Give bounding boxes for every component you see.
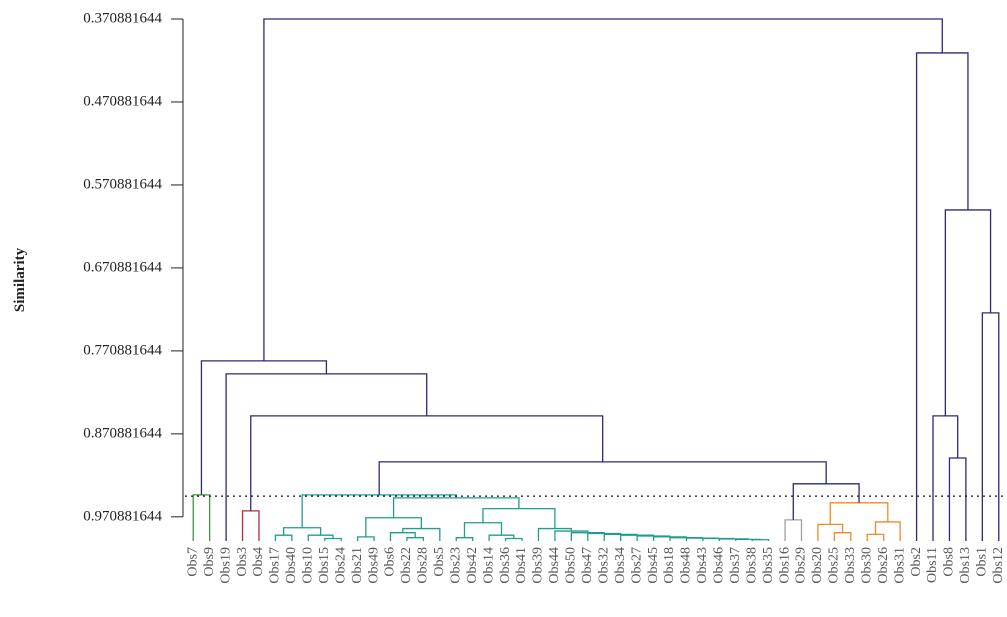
dendrogram-link bbox=[620, 534, 655, 541]
dendrogram-link bbox=[301, 494, 457, 528]
leaf-label: Obs7 bbox=[185, 547, 200, 577]
leaf-label: Obs49 bbox=[366, 547, 381, 584]
dendrogram-link bbox=[944, 209, 992, 416]
dendrogram-link bbox=[792, 483, 860, 520]
y-tick-label: 0.770881644 bbox=[83, 342, 162, 358]
dendrogram-link bbox=[241, 510, 260, 541]
leaf-label: Obs47 bbox=[580, 547, 595, 584]
leaf-label: Obs3 bbox=[235, 547, 250, 577]
dendrogram-link bbox=[392, 497, 520, 518]
dendrogram-link bbox=[324, 537, 342, 541]
leaf-label: Obs4 bbox=[251, 547, 266, 577]
leaf-label: Obs5 bbox=[432, 547, 447, 577]
dendrogram-link bbox=[874, 521, 901, 541]
dendrogram-link bbox=[274, 534, 293, 541]
leaf-label: Obs29 bbox=[794, 547, 809, 584]
dendrogram-link bbox=[263, 18, 943, 361]
dendrogram-link bbox=[463, 522, 503, 538]
leaf-label: Obs25 bbox=[827, 547, 842, 584]
dendrogram-link bbox=[389, 532, 416, 541]
leaf-label: Obs15 bbox=[317, 547, 332, 584]
dendrogram-link bbox=[504, 537, 523, 541]
leaf-label: Obs46 bbox=[712, 547, 727, 584]
leaf-label: Obs37 bbox=[728, 547, 743, 584]
leaf-label: Obs48 bbox=[679, 547, 694, 584]
y-tick-label: 0.670881644 bbox=[83, 259, 162, 275]
leaf-label: Obs42 bbox=[465, 547, 480, 584]
leaf-label: Obs45 bbox=[646, 547, 661, 584]
leaf-label: Obs14 bbox=[481, 547, 496, 584]
y-axis-label: Similarity bbox=[12, 247, 28, 312]
dendrogram-link bbox=[282, 527, 322, 536]
leaf-label: Obs23 bbox=[448, 547, 463, 584]
leaf-label: Obs9 bbox=[202, 547, 217, 577]
dendrogram-link bbox=[915, 52, 969, 541]
leaf-label: Obs33 bbox=[843, 547, 858, 584]
leaf-label: Obs16 bbox=[777, 547, 792, 584]
leaf-label: Obs26 bbox=[876, 547, 891, 584]
dendrogram-link bbox=[702, 537, 735, 541]
leaf-label: Obs31 bbox=[892, 547, 907, 584]
y-tick-label: 0.970881644 bbox=[83, 508, 162, 524]
leaf-label: Obs36 bbox=[498, 547, 513, 584]
dendrogram-link bbox=[829, 502, 889, 525]
leaf-label: Obs50 bbox=[564, 547, 579, 584]
dendrogram-link bbox=[225, 373, 428, 541]
leaf-label: Obs20 bbox=[810, 547, 825, 584]
leaf-label: Obs34 bbox=[613, 547, 628, 584]
leaf-label: Obs2 bbox=[909, 547, 924, 577]
leaf-label: Obs44 bbox=[547, 547, 562, 584]
dendrogram-link bbox=[636, 535, 671, 541]
dendrogram-link bbox=[192, 494, 211, 541]
leaf-label: Obs8 bbox=[942, 547, 957, 577]
y-tick-label: 0.570881644 bbox=[83, 176, 162, 192]
leaf-label: Obs19 bbox=[218, 547, 233, 584]
dendrogram-link bbox=[402, 527, 441, 541]
dendrogram-link bbox=[378, 461, 827, 495]
dendrogram-link bbox=[833, 532, 852, 541]
leaf-label: Obs39 bbox=[531, 547, 546, 584]
dendrogram-link bbox=[307, 534, 334, 541]
leaf-label: Obs30 bbox=[859, 547, 874, 584]
leaf-label: Obs40 bbox=[284, 547, 299, 584]
y-tick-label: 0.370881644 bbox=[83, 10, 162, 26]
leaf-label: Obs17 bbox=[268, 547, 283, 584]
leaf-label: Obs13 bbox=[958, 547, 973, 584]
leaf-label: Obs12 bbox=[991, 547, 1006, 584]
dendrogram-link bbox=[200, 360, 328, 495]
dendrogram-link bbox=[365, 517, 422, 537]
dendrogram-link bbox=[482, 507, 556, 529]
y-tick-label: 0.470881644 bbox=[83, 93, 162, 109]
leaf-label: Obs41 bbox=[514, 547, 529, 584]
leaf-label: Obs38 bbox=[744, 547, 759, 584]
leaf-label: Obs1 bbox=[975, 547, 990, 577]
leaf-label: Obs43 bbox=[695, 547, 710, 584]
dendrogram-link bbox=[784, 519, 803, 541]
leaf-label: Obs6 bbox=[383, 547, 398, 577]
dendrogram-link bbox=[356, 536, 375, 541]
leaf-label: Obs24 bbox=[333, 547, 348, 584]
leaf-label: Obs32 bbox=[596, 547, 611, 584]
dendrogram-link bbox=[685, 537, 719, 541]
leaf-label: Obs11 bbox=[925, 547, 940, 583]
leaf-label: Obs27 bbox=[629, 547, 644, 584]
leaf-label: Obs35 bbox=[761, 547, 776, 584]
leaf-label: Obs22 bbox=[399, 547, 414, 584]
dendrogram-link bbox=[948, 457, 967, 541]
dendrogram-link bbox=[488, 534, 515, 541]
dendrogram-link bbox=[406, 537, 425, 541]
leaf-label: Obs21 bbox=[350, 547, 365, 584]
dendrogram-link bbox=[866, 533, 885, 541]
leaf-label: Obs28 bbox=[416, 547, 431, 584]
y-tick-label: 0.870881644 bbox=[83, 425, 162, 441]
dendrogram-link bbox=[981, 312, 1000, 541]
dendrogram-link bbox=[455, 537, 474, 541]
dendrogram-link bbox=[570, 532, 605, 541]
leaf-label: Obs18 bbox=[662, 547, 677, 584]
dendrogram-link bbox=[932, 415, 959, 541]
leaf-label: Obs10 bbox=[301, 547, 316, 584]
